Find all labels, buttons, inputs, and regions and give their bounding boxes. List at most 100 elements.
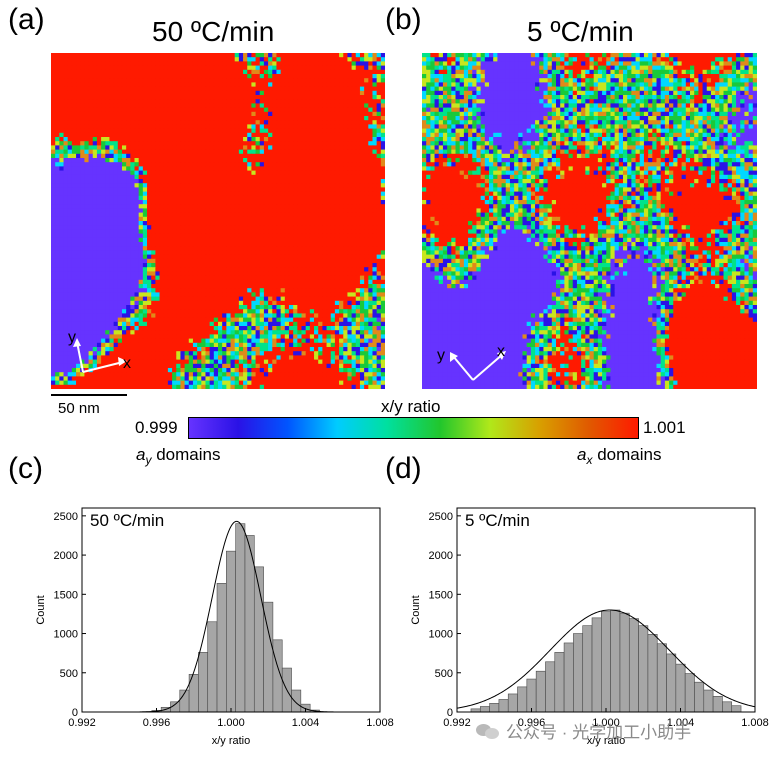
hist-bar — [675, 663, 686, 713]
hist-bar — [731, 705, 742, 713]
hist-bar — [694, 681, 705, 713]
x-tick-label: 0.992 — [443, 717, 471, 729]
x-tick-label: 1.008 — [366, 717, 394, 729]
hist-bar — [582, 625, 593, 713]
axis-x-arrow-b — [472, 353, 504, 381]
axis-y-label-b: y — [437, 347, 445, 364]
hist-bar — [722, 701, 733, 713]
histogram-title: 5 ºC/min — [465, 511, 530, 530]
scale-bar — [51, 394, 127, 396]
panel-letter-b: (b) — [385, 3, 422, 36]
y-tick-label: 2000 — [429, 550, 453, 562]
y-tick-label: 1000 — [429, 629, 453, 641]
hist-bar — [684, 673, 695, 713]
hist-bar — [554, 652, 565, 713]
hist-bar — [666, 653, 677, 713]
colorbar — [188, 417, 639, 439]
x-tick-label: 1.008 — [741, 717, 769, 729]
hist-bar — [226, 550, 236, 713]
hist-bar — [535, 670, 546, 713]
watermark-text: 公众号 · 光学加工小助手 — [506, 723, 692, 742]
y-tick-label: 2000 — [54, 550, 78, 562]
panel-letter-d: (d) — [385, 452, 422, 485]
x-tick-label: 0.992 — [68, 717, 96, 729]
axis-y-arrow-a — [76, 341, 84, 373]
gaussian-fit-curve — [456, 609, 756, 709]
y-axis-title: Count — [410, 595, 422, 624]
hist-bar — [526, 678, 537, 713]
hist-bar — [647, 634, 658, 713]
hist-bar — [498, 699, 509, 713]
axis-x-label-a: x — [123, 355, 131, 372]
x-tick-label: 1.004 — [667, 717, 695, 729]
x-tick-label: 0.996 — [143, 717, 171, 729]
hist-bar — [610, 609, 621, 713]
y-axis-title: Count — [35, 595, 47, 624]
ax-rest: domains — [592, 445, 662, 464]
hist-bar — [638, 625, 649, 713]
y-tick-label: 1000 — [54, 629, 78, 641]
histogram-50: 0.992 0.996 1.000 1.004 1.008 0 500 1000 1500 200… — [35, 507, 394, 747]
hist-bar — [207, 621, 218, 713]
hist-bar — [656, 643, 667, 713]
y-tick-label: 2500 — [429, 511, 453, 523]
hist-bar — [517, 686, 528, 713]
axis-x-label-b: x — [497, 343, 505, 360]
axis-y-arrow-b — [452, 355, 474, 381]
ay-rest: domains — [151, 445, 221, 464]
hist-bar — [619, 612, 630, 713]
x-axis-title: x/y ratio — [212, 735, 251, 747]
y-tick-label: 1500 — [429, 589, 453, 601]
domain-map-5 — [422, 53, 757, 389]
colorbar-min-label: 0.999 — [135, 418, 178, 437]
panel-letter-c: (c) — [8, 452, 43, 485]
colorbar-max-label: 1.001 — [643, 418, 686, 437]
axes-glyph-a: y x — [68, 329, 131, 373]
hist-bar — [712, 696, 723, 713]
hist-bar — [601, 611, 611, 713]
map-title-b: 5 ºC/min — [527, 16, 634, 47]
domain-map-50 — [51, 53, 385, 389]
colorbar-title: x/y ratio — [381, 397, 441, 416]
scale-bar-label: 50 nm — [58, 400, 100, 417]
hist-bar — [263, 601, 274, 713]
ay-base: a — [136, 445, 146, 464]
x-tick-label: 1.004 — [292, 717, 320, 729]
y-tick-label: 0 — [72, 707, 78, 719]
watermark: 公众号 · 光学加工小助手 — [476, 718, 691, 743]
ax-domains-label: ax domains — [577, 445, 661, 468]
hist-bar — [216, 583, 227, 713]
x-tick-label: 1.000 — [217, 717, 245, 729]
y-tick-label: 2500 — [54, 511, 78, 523]
axis-y-label-a: y — [68, 329, 76, 346]
wechat-icon — [476, 722, 500, 740]
axis-x-arrow-a — [82, 361, 124, 373]
hist-bar — [291, 689, 302, 713]
hist-bar — [545, 661, 556, 713]
histogram-5: 0.992 0.996 1.000 1.004 1.008 0 500 1000 1500 200… — [410, 507, 769, 747]
hist-bar — [479, 706, 490, 713]
hist-bar — [489, 703, 500, 713]
map-title-a: 50 ºC/min — [152, 16, 275, 47]
axes-glyph-b: y x — [437, 343, 506, 381]
y-tick-label: 500 — [60, 668, 78, 680]
hist-bar — [198, 652, 209, 713]
hist-bar — [563, 642, 574, 713]
ax-base: a — [577, 445, 587, 464]
x-tick-label: 0.996 — [518, 717, 546, 729]
hist-bar — [591, 617, 602, 713]
y-tick-label: 500 — [435, 668, 453, 680]
histogram-title: 50 ºC/min — [90, 511, 164, 530]
panel-letter-a: (a) — [8, 3, 45, 36]
y-tick-label: 0 — [447, 707, 453, 719]
y-tick-label: 1500 — [54, 589, 78, 601]
hist-bar — [507, 693, 518, 713]
hist-bar — [235, 523, 246, 713]
x-axis-title: x/y ratio — [587, 735, 626, 747]
hist-bar — [573, 633, 584, 713]
ax-sub: x — [586, 453, 593, 468]
ay-domains-label: ay domains — [136, 445, 220, 468]
hist-bar — [628, 618, 639, 713]
ay-sub: y — [145, 453, 152, 468]
hist-bar — [703, 689, 714, 713]
